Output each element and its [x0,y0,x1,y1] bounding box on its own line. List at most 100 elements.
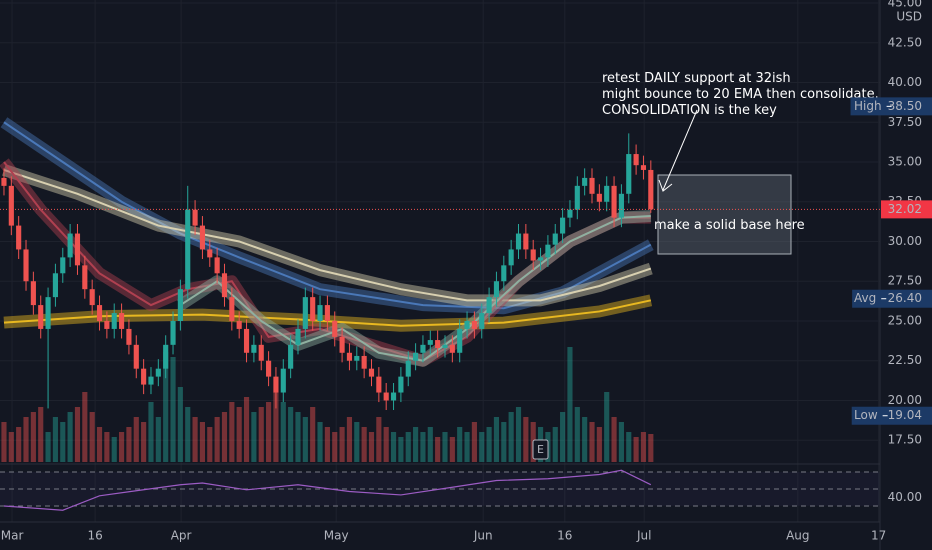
volume-bar [508,412,514,462]
candle-body [30,281,36,306]
volume-bar [126,427,132,462]
volume-bar [214,417,220,462]
candle-body [236,320,242,329]
volume-bar [633,437,639,462]
last-price-box [881,200,932,219]
volume-bar [552,427,558,462]
x-tick-label: Jul [636,529,651,543]
candle-body [170,320,176,345]
candle-body [38,305,44,329]
y-tick-label: 37.50 [888,115,922,129]
candle-body [148,376,154,385]
rsi-pane [0,469,880,511]
candle-body [302,297,308,329]
price-label-value: 26.40 [888,291,922,305]
candle-body [52,273,58,298]
y-tick-label: 45.00 [888,0,922,10]
candle-body [427,340,433,345]
price-axis [880,0,932,550]
volume-bar [618,422,624,462]
volume-bar [119,432,125,462]
last-price-label: 32.02 [888,202,922,216]
candle-body [390,392,397,401]
volume-bar [82,392,88,462]
candle-body [486,297,492,314]
price-label-name: High [854,99,882,113]
candle-body [45,297,51,329]
volume-bar [1,422,7,462]
price-label-box [851,406,932,425]
volume-bar [405,432,411,462]
candle-body [104,320,110,329]
volume-bar [141,422,147,462]
candle-body [464,320,470,329]
y-tick-label: 22.50 [888,353,922,367]
y-tick-label: 35.00 [888,155,922,169]
candle-body [537,257,544,261]
volume-bar [30,412,36,462]
candle-body [376,376,382,393]
candle-body [266,360,272,377]
volume-bar [332,432,338,462]
candle-body [89,289,95,306]
candles [1,133,654,411]
candle-body [582,177,588,186]
candle-body [435,340,441,349]
volume-bar [413,427,419,462]
candle-body [530,249,536,261]
candle-body [626,154,632,194]
volume-bar [60,422,66,462]
candle-body [8,185,14,226]
candle-body [618,193,624,218]
candle-body [332,320,338,337]
volume-bar [523,417,529,462]
volume-bar [604,392,610,462]
volume-bar [464,432,470,462]
volume-bar [258,407,264,462]
volume-bar [589,422,595,462]
volume-bar [626,432,632,462]
candle-body [508,249,514,266]
earnings-label[interactable]: E [537,443,544,456]
candle-body [471,320,477,329]
candle-body [640,165,647,170]
arrow-head [658,179,673,192]
currency: USD [896,10,922,24]
volume-bar [96,427,103,462]
candle-body [633,154,639,166]
candle-body [243,328,250,353]
volume-bar [67,412,73,462]
base-note: make a solid base here [654,218,805,233]
x-tick-label: Jun [473,529,493,543]
y-tick-label: 42.50 [888,35,922,49]
volume-bar [74,407,81,462]
price-label-box [852,289,932,308]
volume-bar [648,434,654,462]
volume-pane [1,347,654,462]
candle-body [648,169,654,210]
volume-bar [515,407,522,462]
arrow [662,109,698,191]
volume-bar [310,407,316,462]
candle-body [596,193,602,202]
candle-body [339,336,345,353]
candle-body [177,289,183,321]
moving-average [179,215,651,362]
volume-bar [435,437,441,462]
candle-body [288,344,294,369]
price-label-name: Avg [854,291,876,305]
rsi-tick-label: 40.00 [888,490,922,504]
candle-body [199,225,206,250]
volume-bar [236,407,242,462]
volume-bar [582,417,588,462]
candle-body [405,360,411,377]
volume-bar [192,417,198,462]
volume-bar [442,432,448,462]
volume-bar [449,437,455,462]
volume-bar [368,432,375,462]
volume-bar [376,417,382,462]
volume-bar [221,412,228,462]
candle-body [229,297,235,321]
earnings-icon[interactable] [532,439,549,460]
